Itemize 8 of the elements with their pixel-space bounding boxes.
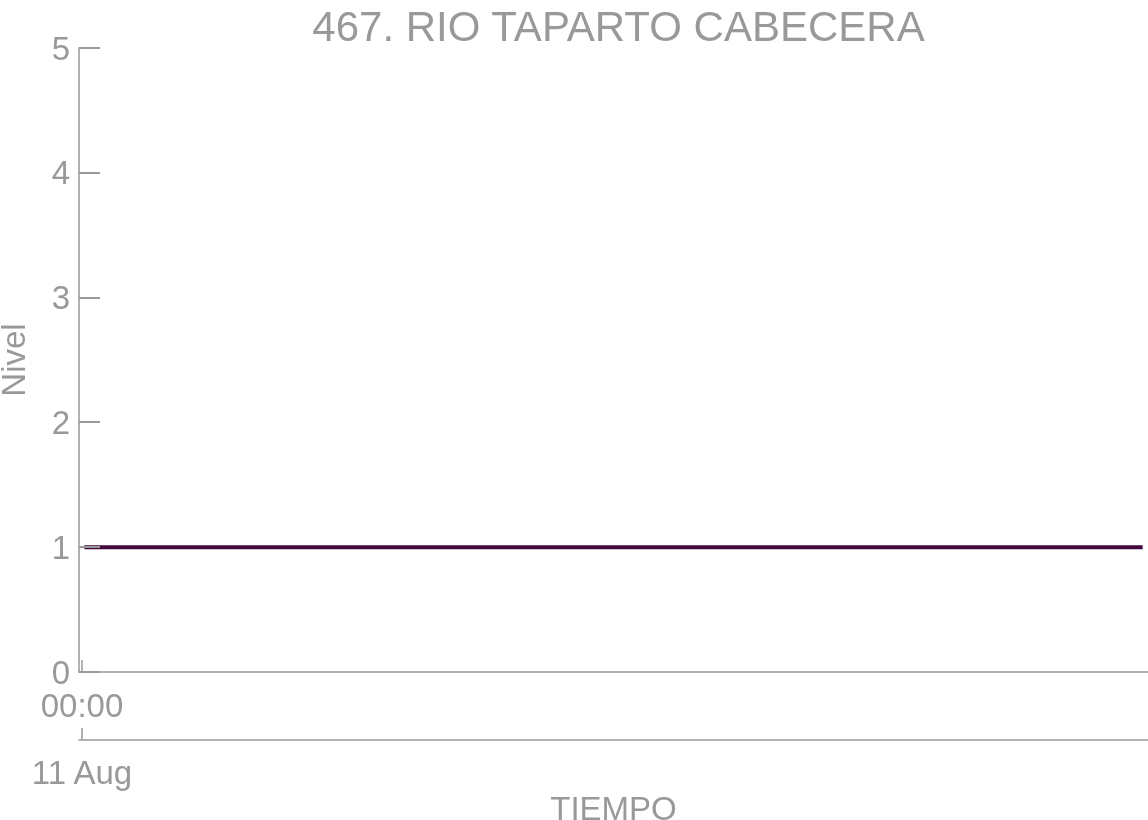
- y-tick-label: 3: [51, 279, 70, 317]
- x-axis-title: TIEMPO: [550, 790, 677, 820]
- y-tick-label: 1: [51, 528, 70, 566]
- y-tick-label: 5: [51, 29, 70, 67]
- y-axis-title: Nivel: [0, 323, 32, 397]
- y-tick-label: 4: [51, 154, 70, 192]
- y-tick-label: 2: [51, 403, 70, 441]
- chart-title: 467. RIO TAPARTO CABECERA: [312, 2, 925, 50]
